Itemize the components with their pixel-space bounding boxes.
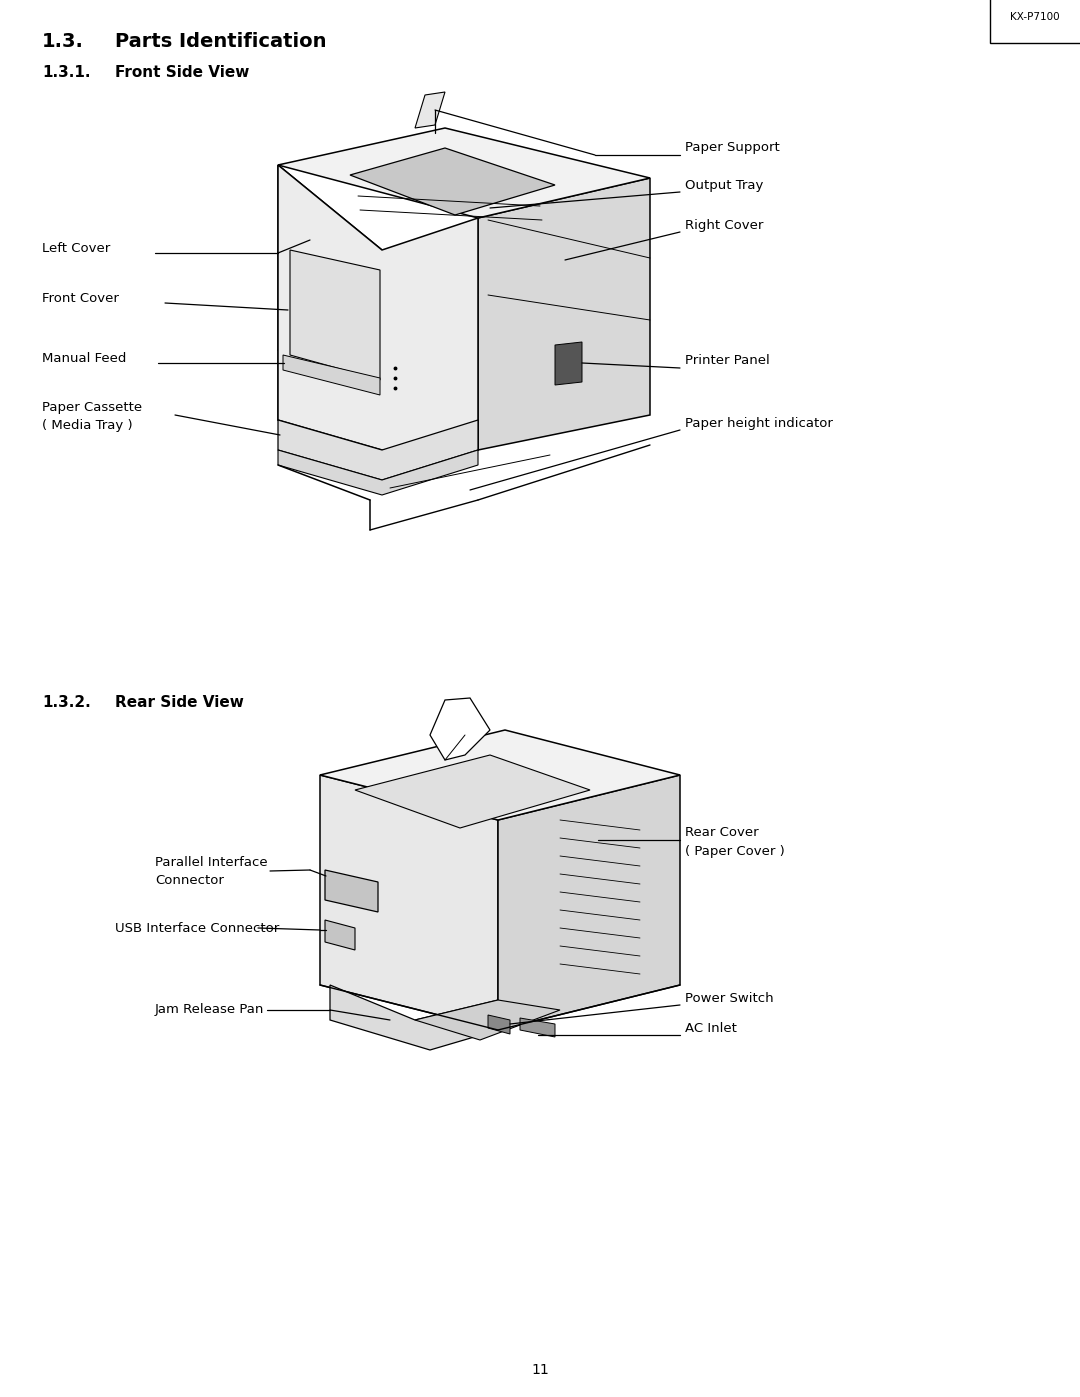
- Text: Paper height indicator: Paper height indicator: [685, 416, 833, 429]
- Text: Front Side View: Front Side View: [114, 66, 249, 80]
- Polygon shape: [488, 1016, 510, 1034]
- Text: Connector: Connector: [156, 873, 224, 887]
- Text: USB Interface Connector: USB Interface Connector: [114, 922, 280, 935]
- Text: Output Tray: Output Tray: [685, 179, 764, 191]
- Polygon shape: [320, 731, 680, 820]
- Polygon shape: [325, 921, 355, 950]
- Polygon shape: [325, 870, 378, 912]
- Polygon shape: [415, 1000, 561, 1039]
- Text: Manual Feed: Manual Feed: [42, 352, 126, 365]
- Text: Front Cover: Front Cover: [42, 292, 119, 305]
- Polygon shape: [350, 148, 555, 215]
- Text: 11: 11: [531, 1363, 549, 1377]
- Polygon shape: [278, 129, 650, 218]
- Text: Right Cover: Right Cover: [685, 218, 764, 232]
- Text: 1.3.: 1.3.: [42, 32, 84, 52]
- Polygon shape: [498, 775, 680, 1030]
- Polygon shape: [430, 698, 490, 760]
- Text: KX-P7100: KX-P7100: [1011, 13, 1059, 22]
- Text: ( Media Tray ): ( Media Tray ): [42, 419, 133, 432]
- Text: ( Paper Cover ): ( Paper Cover ): [685, 845, 785, 858]
- Text: 1.3.1.: 1.3.1.: [42, 66, 91, 80]
- Text: Paper Cassette: Paper Cassette: [42, 401, 143, 415]
- Polygon shape: [415, 92, 445, 129]
- Text: Parts Identification: Parts Identification: [114, 32, 326, 52]
- Text: Rear Cover: Rear Cover: [685, 827, 758, 840]
- Text: Printer Panel: Printer Panel: [685, 355, 770, 367]
- Polygon shape: [278, 165, 478, 450]
- Polygon shape: [519, 1018, 555, 1037]
- Polygon shape: [278, 420, 478, 481]
- Text: Parallel Interface: Parallel Interface: [156, 855, 268, 869]
- Text: Rear Side View: Rear Side View: [114, 694, 244, 710]
- Polygon shape: [278, 351, 478, 450]
- Text: 1.3.2.: 1.3.2.: [42, 694, 91, 710]
- Text: Power Switch: Power Switch: [685, 992, 773, 1004]
- Polygon shape: [478, 177, 650, 450]
- Polygon shape: [555, 342, 582, 386]
- Polygon shape: [278, 450, 478, 495]
- Polygon shape: [355, 754, 590, 828]
- Text: Left Cover: Left Cover: [42, 242, 110, 254]
- Text: AC Inlet: AC Inlet: [685, 1021, 737, 1035]
- Polygon shape: [283, 355, 380, 395]
- Polygon shape: [330, 985, 498, 1051]
- Polygon shape: [320, 775, 498, 1030]
- Text: Jam Release Pan: Jam Release Pan: [156, 1003, 265, 1017]
- Polygon shape: [278, 165, 382, 386]
- Text: Paper Support: Paper Support: [685, 141, 780, 155]
- Polygon shape: [291, 250, 380, 380]
